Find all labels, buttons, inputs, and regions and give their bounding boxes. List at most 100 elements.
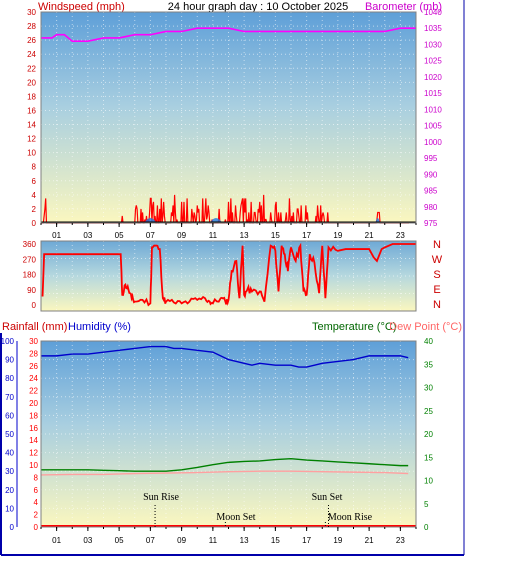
hour-label: 01 (52, 536, 61, 545)
humidity-line (41, 345, 409, 368)
dewpoint-axis-title: Dew Point (°C) (389, 321, 462, 333)
compass-label: N (433, 239, 441, 251)
windspeed-tick-label: 28 (27, 22, 36, 31)
rainfall-tick-label: 22 (29, 387, 38, 396)
rainfall-tick-label: 2 (34, 511, 39, 520)
sun-rise-label: Sun Rise (143, 492, 179, 503)
barometer-tick-label: 1000 (424, 138, 442, 147)
barometer-tick-label: 1035 (424, 24, 442, 33)
rainfall-tick-label: 30 (29, 337, 38, 346)
humidity-panel-hour-axis: 01 03 05 07 09 11 13 15 17 19 21 23 (40, 527, 417, 545)
direction-panel-frame (40, 240, 417, 312)
windspeed-tick-label: 24 (27, 50, 36, 59)
direction-tick-label: 180 (23, 271, 37, 280)
barometer-series (41, 27, 416, 43)
dewpoint-line (40, 470, 409, 476)
temperature-tick-label: 10 (424, 477, 433, 486)
wind-panel-hour-axis: 01 03 05 07 09 11 13 15 17 19 21 23 (40, 223, 417, 240)
temperature-tick-label: 0 (424, 523, 429, 532)
barometer-tick-label: 995 (424, 154, 438, 163)
hour-label: 09 (177, 536, 186, 545)
barometer-tick-label: 1010 (424, 105, 442, 114)
temperature-tick-label: 15 (424, 453, 433, 462)
rainfall-tick-label: 24 (29, 374, 38, 383)
humidity-tick-label: 0 (10, 523, 15, 532)
hour-label: 07 (146, 231, 155, 240)
hour-label: 13 (240, 536, 249, 545)
hour-label: 15 (271, 231, 280, 240)
barometer-tick-label: 980 (424, 203, 438, 212)
temperature-line (41, 457, 409, 472)
hour-label: 05 (115, 536, 124, 545)
temperature-axis-title: Temperature (°C) (312, 321, 396, 333)
windspeed-tick-label: 18 (27, 92, 36, 101)
rainfall-tick-label: 12 (29, 449, 38, 458)
wind-direction-line (41, 242, 416, 307)
barometer-axis-title: Barometer (mb) (365, 1, 442, 13)
direction-tick-label: 270 (23, 255, 37, 264)
temperature-tick-label: 20 (424, 430, 433, 439)
direction-tick-label: 90 (27, 286, 36, 295)
temperature-tick-label: 25 (424, 407, 433, 416)
hour-label: 23 (396, 536, 405, 545)
humidity-tick-label: 90 (5, 356, 14, 365)
wind-direction-series (41, 242, 416, 307)
humidity-tick-label: 80 (5, 374, 14, 383)
moon-rise-label: Moon Rise (328, 512, 373, 523)
direction-panel-grid (41, 241, 416, 311)
direction-tick-label: 0 (32, 301, 37, 310)
rainfall-tick-label: 18 (29, 411, 38, 420)
compass-label: S (433, 269, 440, 281)
compass-label: E (433, 284, 440, 296)
compass-label: W (432, 254, 443, 266)
windspeed-tick-label: 0 (32, 219, 37, 228)
wind-panel-background (41, 12, 416, 223)
rainfall-tick-label: 14 (29, 436, 38, 445)
hour-label: 11 (209, 231, 218, 240)
rainfall-tick-label: 0 (34, 523, 39, 532)
barometer-tick-label: 1020 (424, 73, 442, 82)
rainfall-tick-label: 26 (29, 362, 38, 371)
temperature-tick-label: 35 (424, 360, 433, 369)
hour-label: 21 (365, 231, 374, 240)
temperature-tick-label: 5 (424, 500, 429, 509)
hour-label: 01 (52, 231, 61, 240)
hour-label: 07 (146, 536, 155, 545)
humidity-tick-label: 70 (5, 393, 14, 402)
temperature-tick-label: 30 (424, 384, 433, 393)
hour-label: 09 (177, 231, 186, 240)
barometer-tick-label: 1040 (424, 8, 442, 17)
compass-label: N (433, 299, 441, 311)
hour-label: 03 (83, 536, 92, 545)
windspeed-tick-label: 22 (27, 64, 36, 73)
barometer-tick-label: 975 (424, 219, 438, 228)
hour-label: 17 (302, 536, 311, 545)
barometer-axis: 975 980 985 990 995 1000 1005 1010 1015 1020 1025 1… (424, 8, 442, 228)
hour-label: 19 (333, 231, 342, 240)
graph-title: 24 hour graph day : 10 October 2025 (168, 1, 348, 13)
humidity-tick-label: 50 (5, 430, 14, 439)
rainfall-tick-label: 16 (29, 424, 38, 433)
windspeed-tick-label: 20 (27, 78, 36, 87)
temperature-axis: 0 5 10 15 20 25 30 35 40 (424, 337, 433, 532)
rainfall-tick-label: 10 (29, 461, 38, 470)
hour-label: 19 (333, 536, 342, 545)
barometer-tick-label: 1005 (424, 122, 442, 131)
temperature-tick-label: 40 (424, 337, 433, 346)
hour-label: 13 (240, 231, 249, 240)
humidity-tick-label: 30 (5, 467, 14, 476)
windspeed-tick-label: 6 (32, 177, 37, 186)
wind-panel-grid (41, 12, 416, 223)
rainfall-tick-label: 8 (34, 473, 39, 482)
barometer-tick-label: 1030 (424, 40, 442, 49)
humidity-axis-title: Humidity (%) (68, 321, 131, 333)
hour-label: 03 (83, 231, 92, 240)
astro-annotations: Sun Rise Moon Set Sun Set Moon Rise (143, 492, 373, 527)
rainfall-tick-label: 4 (34, 498, 39, 507)
rainfall-axis-title: Rainfall (mm) (2, 321, 67, 333)
windspeed-tick-label: 8 (32, 163, 37, 172)
